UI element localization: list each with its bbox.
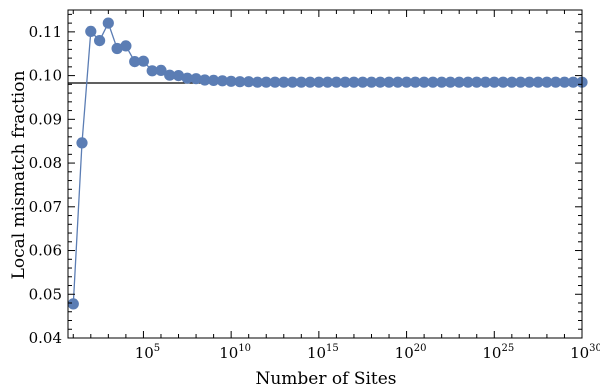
data-point: [172, 70, 185, 82]
data-point: [295, 76, 307, 88]
series-group: [72, 21, 582, 304]
data-point: [129, 56, 141, 68]
y-tick-label: 0.10: [29, 67, 62, 85]
data-point: [453, 76, 465, 88]
x-axis-title: Number of Sites: [255, 369, 396, 389]
x-tick-label: 1015: [307, 343, 339, 362]
data-point: [286, 76, 299, 88]
data-point: [208, 74, 220, 86]
data-point: [418, 76, 430, 88]
x-tick-base: 10: [135, 344, 154, 362]
data-point: [269, 76, 281, 88]
y-axis-title: Local mismatch fraction: [9, 71, 29, 280]
y-tick-label: 0.04: [29, 329, 62, 347]
data-point: [401, 76, 413, 88]
x-tick-base: 10: [570, 344, 589, 362]
x-tick-label: 1030: [570, 343, 600, 362]
data-point: [67, 298, 79, 310]
x-tick-base: 10: [482, 344, 501, 362]
data-points-group: [67, 17, 588, 310]
data-point: [436, 76, 448, 88]
x-tick-exponent: 20: [414, 343, 427, 354]
x-tick-label: 1010: [219, 343, 251, 362]
data-point: [515, 76, 527, 88]
data-point: [85, 25, 97, 37]
data-point: [260, 76, 272, 88]
y-tick-label: 0.11: [29, 23, 62, 41]
y-tick-label: 0.07: [29, 198, 62, 216]
data-point: [541, 76, 553, 88]
data-point: [76, 137, 88, 149]
data-point: [506, 76, 518, 88]
data-point: [120, 40, 132, 52]
x-tick-base: 10: [307, 344, 326, 362]
data-point: [137, 55, 149, 67]
data-point: [102, 17, 114, 29]
data-point: [567, 76, 579, 88]
data-point: [497, 76, 509, 88]
x-tick-base: 10: [219, 344, 238, 362]
data-point: [225, 75, 237, 87]
x-tick-exponent: 25: [501, 343, 514, 354]
data-point: [243, 76, 255, 88]
data-point: [94, 35, 106, 47]
data-point: [181, 72, 193, 84]
x-tick-exponent: 10: [238, 343, 251, 354]
data-point: [488, 76, 500, 88]
data-point: [357, 76, 369, 88]
data-point: [322, 76, 334, 88]
data-point: [471, 76, 483, 88]
data-point: [348, 76, 360, 88]
plot-frame-group: [67, 9, 583, 339]
data-point: [111, 42, 123, 55]
data-point: [550, 76, 562, 88]
x-tick-label: 1025: [482, 343, 514, 362]
data-point: [251, 76, 264, 88]
y-tick-label: 0.09: [29, 110, 62, 128]
data-point: [216, 75, 228, 87]
x-tick-exponent: 30: [589, 343, 600, 354]
data-point: [313, 76, 325, 88]
data-point: [444, 76, 456, 88]
data-point: [479, 76, 492, 88]
data-point: [558, 76, 571, 88]
y-tick-label: 0.05: [29, 285, 62, 303]
data-point: [532, 76, 544, 88]
data-point: [146, 65, 158, 77]
data-point: [155, 64, 167, 76]
data-point: [339, 76, 351, 88]
data-point: [330, 76, 342, 88]
data-point: [523, 76, 536, 88]
data-point: [383, 76, 395, 88]
data-point: [462, 76, 474, 88]
data-point: [278, 76, 290, 88]
data-point: [199, 74, 211, 86]
x-tick-exponent: 15: [326, 343, 339, 354]
data-point: [392, 76, 404, 88]
data-point: [409, 76, 421, 88]
data-point: [164, 69, 176, 81]
x-tick-label: 1020: [395, 343, 427, 362]
data-point: [427, 76, 439, 88]
data-point: [190, 73, 202, 85]
ticks-group: [68, 10, 583, 339]
plot-frame: [67, 9, 583, 339]
series-line: [72, 21, 582, 304]
data-point: [374, 76, 386, 88]
data-point: [365, 76, 378, 88]
data-point: [304, 76, 316, 88]
x-tick-base: 10: [395, 344, 414, 362]
data-point: [234, 76, 246, 88]
x-tick-exponent: 5: [154, 343, 160, 354]
y-tick-label: 0.08: [29, 154, 62, 172]
y-tick-label: 0.06: [29, 242, 62, 260]
x-tick-label: 105: [135, 343, 160, 362]
